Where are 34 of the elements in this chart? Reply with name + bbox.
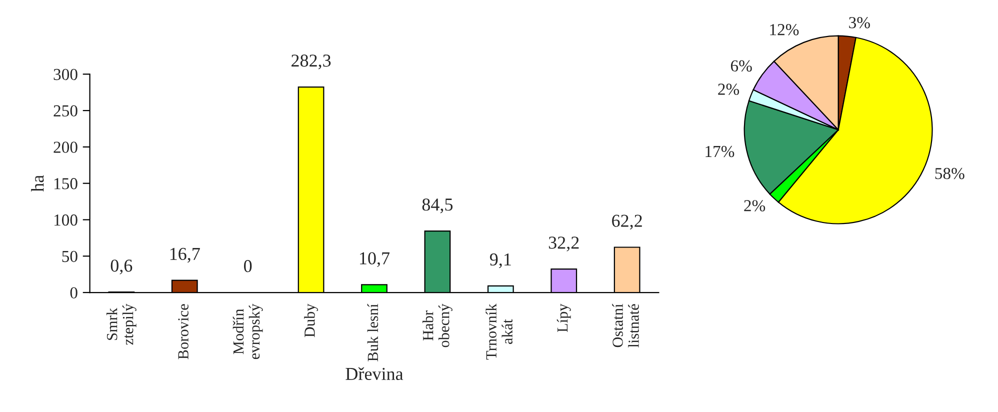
y-tick-label: 100: [54, 214, 78, 226]
x-tick-label: Ostatní listnaté: [612, 304, 639, 348]
y-tick-label: 300: [54, 68, 78, 80]
data-label: 84,5: [422, 198, 453, 214]
data-label: 58%: [935, 168, 964, 180]
x-tick-label: Smrk ztepilý: [106, 304, 136, 345]
data-label: 0,6: [110, 260, 132, 274]
data-label: 62,2: [612, 214, 642, 230]
x-axis-title: Dřevina: [346, 367, 404, 380]
data-label: 16,7: [170, 248, 200, 263]
x-tick-label: Trnovník akát: [486, 304, 512, 360]
y-tick-label: 0: [70, 287, 78, 298]
data-label: 0: [244, 260, 252, 272]
data-label: 2%: [744, 200, 766, 212]
data-label: 2%: [718, 84, 740, 95]
data-label: 3%: [849, 17, 870, 28]
y-tick-label: 50: [62, 250, 78, 262]
x-tick-label: Duby: [304, 304, 318, 338]
y-axis-title: ha: [31, 175, 44, 192]
data-label: 10,7: [360, 252, 390, 267]
data-label: 17%: [706, 146, 734, 158]
x-tick-label: Buk lesní: [367, 304, 378, 362]
data-label: 12%: [770, 24, 799, 36]
x-tick-label: Borovice: [178, 304, 188, 360]
x-tick-label: Habr obecný: [422, 304, 452, 348]
y-tick-label: 250: [54, 105, 78, 116]
data-label: 32,2: [548, 236, 579, 252]
data-label: 6%: [730, 60, 752, 72]
x-tick-label: Modřín evropský: [232, 304, 263, 360]
y-tick-label: 200: [54, 142, 78, 153]
data-label: 9,1: [490, 253, 511, 268]
y-tick-label: 150: [54, 178, 78, 190]
data-label: 282,3: [292, 54, 331, 70]
x-tick-label: Lípy: [556, 304, 571, 332]
